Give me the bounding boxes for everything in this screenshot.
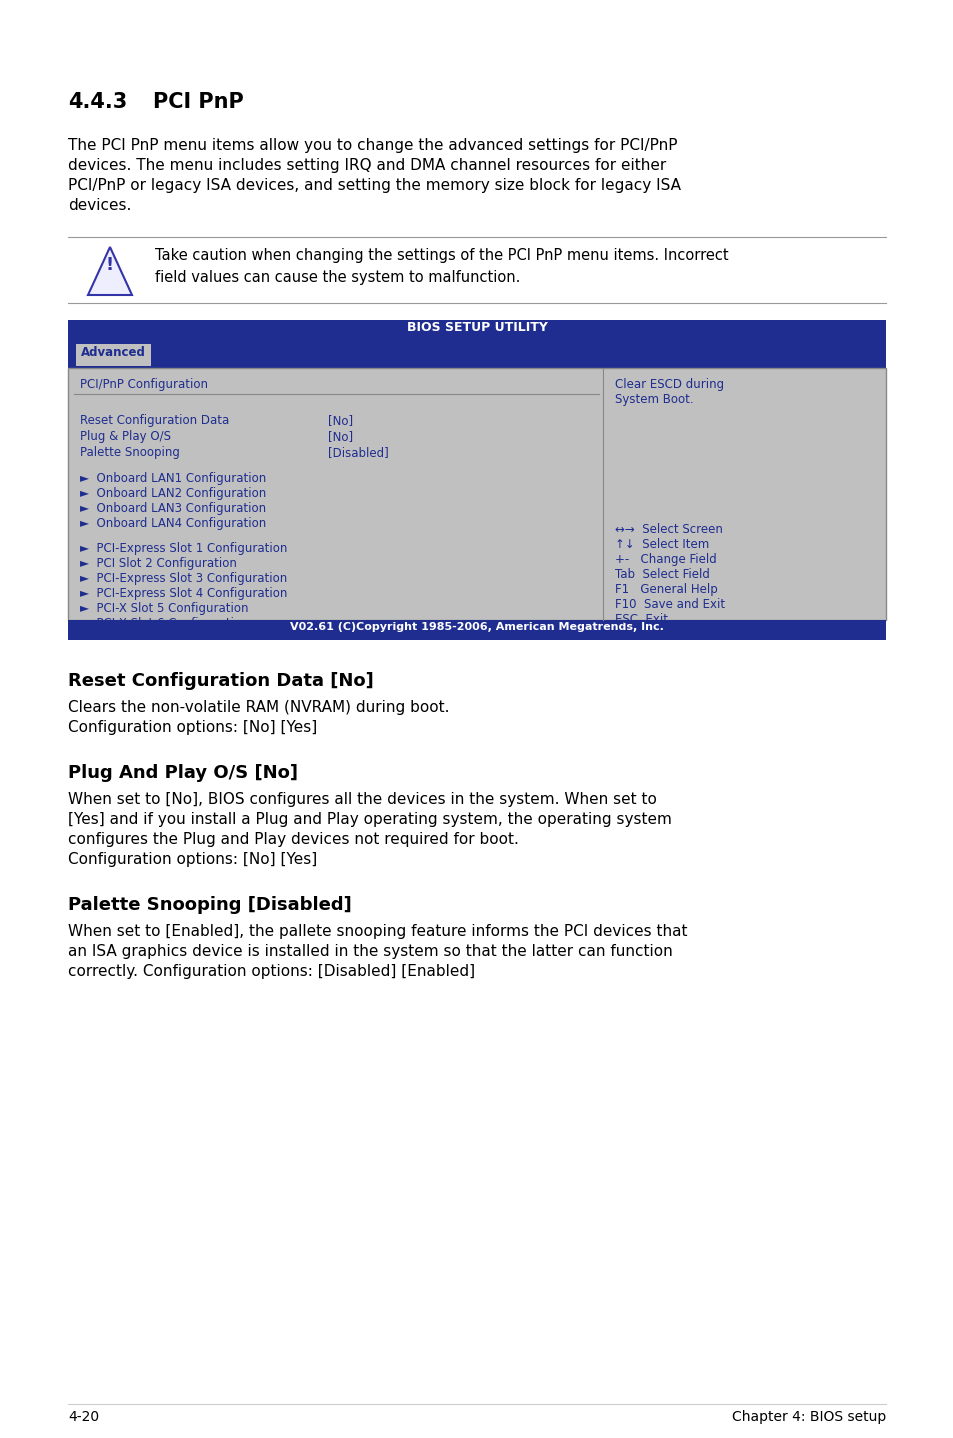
Text: PCI PnP: PCI PnP [152,92,244,112]
Text: ↔→  Select Screen: ↔→ Select Screen [615,523,722,536]
Text: correctly. Configuration options: [Disabled] [Enabled]: correctly. Configuration options: [Disab… [68,963,475,979]
Text: Palette Snooping: Palette Snooping [80,446,180,459]
Text: ►  PCI-Express Slot 1 Configuration: ► PCI-Express Slot 1 Configuration [80,542,287,555]
Text: Reset Configuration Data [No]: Reset Configuration Data [No] [68,672,374,690]
Text: [Yes] and if you install a Plug and Play operating system, the operating system: [Yes] and if you install a Plug and Play… [68,812,671,827]
Text: 4-20: 4-20 [68,1411,99,1424]
Text: PCI/PnP Configuration: PCI/PnP Configuration [80,378,208,391]
Text: Take caution when changing the settings of the PCI PnP menu items. Incorrect: Take caution when changing the settings … [154,247,728,263]
Text: ►  Onboard LAN4 Configuration: ► Onboard LAN4 Configuration [80,518,266,531]
Text: ►  PCI-Express Slot 3 Configuration: ► PCI-Express Slot 3 Configuration [80,572,287,585]
Text: ►  PCI-X Slot 5 Configuration: ► PCI-X Slot 5 Configuration [80,603,248,615]
Text: 4.4.3: 4.4.3 [68,92,127,112]
Text: [Disabled]: [Disabled] [328,446,388,459]
Text: System Boot.: System Boot. [615,393,693,406]
Text: The PCI PnP menu items allow you to change the advanced settings for PCI/PnP: The PCI PnP menu items allow you to chan… [68,138,677,152]
Text: field values can cause the system to malfunction.: field values can cause the system to mal… [154,270,519,285]
Text: Plug & Play O/S: Plug & Play O/S [80,430,171,443]
Text: BIOS SETUP UTILITY: BIOS SETUP UTILITY [406,321,547,334]
Text: an ISA graphics device is installed in the system so that the latter can functio: an ISA graphics device is installed in t… [68,943,672,959]
Text: ►  PCI-X Slot 6 Configuration: ► PCI-X Slot 6 Configuration [80,617,249,630]
Text: F1   General Help: F1 General Help [615,582,717,595]
Text: ►  PCI-Express Slot 4 Configuration: ► PCI-Express Slot 4 Configuration [80,587,287,600]
Text: Configuration options: [No] [Yes]: Configuration options: [No] [Yes] [68,720,317,735]
Text: Advanced: Advanced [81,347,146,360]
Text: PCI/PnP or legacy ISA devices, and setting the memory size block for legacy ISA: PCI/PnP or legacy ISA devices, and setti… [68,178,680,193]
Bar [68,321,885,342]
Text: Tab  Select Field: Tab Select Field [615,568,709,581]
Text: Clear ESCD during: Clear ESCD during [615,378,723,391]
Text: ►  Onboard LAN1 Configuration: ► Onboard LAN1 Configuration [80,472,266,485]
Text: V02.61 (C)Copyright 1985-2006, American Megatrends, Inc.: V02.61 (C)Copyright 1985-2006, American … [290,623,663,631]
Bar [68,368,885,620]
Text: devices.: devices. [68,198,132,213]
Text: When set to [No], BIOS configures all the devices in the system. When set to: When set to [No], BIOS configures all th… [68,792,657,807]
Bar [76,344,151,367]
Text: ►  Onboard LAN2 Configuration: ► Onboard LAN2 Configuration [80,487,266,500]
Text: devices. The menu includes setting IRQ and DMA channel resources for either: devices. The menu includes setting IRQ a… [68,158,665,173]
Text: When set to [Enabled], the pallete snooping feature informs the PCI devices that: When set to [Enabled], the pallete snoop… [68,925,687,939]
Bar [68,620,885,640]
Text: ↑↓  Select Item: ↑↓ Select Item [615,538,708,551]
Text: [No]: [No] [328,414,353,427]
Polygon shape [88,247,132,295]
Text: configures the Plug and Play devices not required for boot.: configures the Plug and Play devices not… [68,833,518,847]
Text: Chapter 4: BIOS setup: Chapter 4: BIOS setup [731,1411,885,1424]
Text: ►  PCI Slot 2 Configuration: ► PCI Slot 2 Configuration [80,557,236,569]
Text: [No]: [No] [328,430,353,443]
Text: Clears the non-volatile RAM (NVRAM) during boot.: Clears the non-volatile RAM (NVRAM) duri… [68,700,449,715]
Text: Configuration options: [No] [Yes]: Configuration options: [No] [Yes] [68,851,317,867]
Text: ►  Onboard LAN3 Configuration: ► Onboard LAN3 Configuration [80,502,266,515]
Text: Reset Configuration Data: Reset Configuration Data [80,414,229,427]
Text: Palette Snooping [Disabled]: Palette Snooping [Disabled] [68,896,352,915]
Text: Plug And Play O/S [No]: Plug And Play O/S [No] [68,764,297,782]
Text: +-   Change Field: +- Change Field [615,554,716,567]
Text: F10  Save and Exit: F10 Save and Exit [615,598,724,611]
Bar [68,342,885,368]
Text: !: ! [106,256,114,275]
Text: ESC  Exit: ESC Exit [615,613,667,626]
